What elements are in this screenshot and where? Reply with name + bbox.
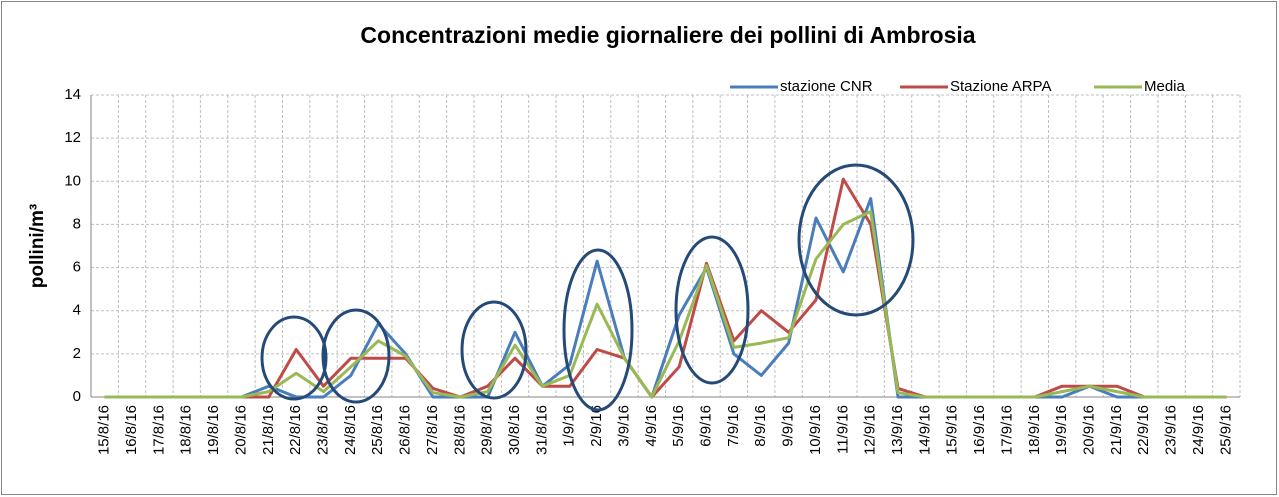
x-tick-label: 23/8/16 — [315, 405, 332, 455]
highlight-oval — [260, 315, 328, 401]
x-tick-label: 19/9/16 — [1053, 405, 1070, 455]
x-tick-label: 20/8/16 — [232, 405, 249, 455]
x-tick-label: 15/8/16 — [96, 405, 113, 455]
x-tick-label: 6/9/16 — [698, 405, 715, 447]
y-tick-label: 2 — [73, 345, 81, 362]
y-tick-label: 4 — [73, 302, 81, 319]
x-tick-label: 2/9/16 — [588, 405, 605, 447]
x-tick-label: 23/9/16 — [1163, 405, 1180, 455]
x-tick-label: 29/8/16 — [479, 405, 496, 455]
x-tick-label: 8/9/16 — [752, 405, 769, 447]
x-tick-label: 20/9/16 — [1081, 405, 1098, 455]
x-tick-label: 28/8/16 — [451, 405, 468, 455]
x-tick-label: 14/9/16 — [916, 405, 933, 455]
chart-title: Concentrazioni medie giornaliere dei pol… — [360, 22, 975, 48]
x-tick-label: 31/8/16 — [533, 405, 550, 455]
x-tick-label: 15/9/16 — [944, 405, 961, 455]
x-tick-label: 22/9/16 — [1135, 405, 1152, 455]
x-tick-label: 7/9/16 — [725, 405, 742, 447]
y-tick-label: 0 — [73, 388, 81, 405]
x-tick-label: 21/8/16 — [260, 405, 277, 455]
plot-area: 0 2 4 6 8 10 12 14 15/8/16 16/8/16 17/8/16 18/8/16 1… — [64, 78, 1241, 455]
x-tick-label: 30/8/16 — [506, 405, 523, 455]
y-axis-label: pollini/m³ — [27, 204, 48, 288]
x-tick-label: 5/9/16 — [670, 405, 687, 447]
y-tick-label: 12 — [64, 129, 81, 146]
x-tick-label: 26/8/16 — [397, 405, 414, 455]
x-tick-label: 3/9/16 — [615, 405, 632, 447]
x-tick-label: 25/8/16 — [369, 405, 386, 455]
x-tick-label: 11/9/16 — [834, 405, 851, 454]
x-tick-label: 27/8/16 — [424, 405, 441, 455]
x-tick-label: 13/9/16 — [889, 405, 906, 455]
x-tick-label: 25/9/16 — [1217, 405, 1234, 455]
x-tick-label: 24/9/16 — [1190, 405, 1207, 455]
x-tick-label: 9/9/16 — [780, 405, 797, 447]
x-tick-label: 22/8/16 — [287, 405, 304, 455]
highlight-oval — [460, 300, 528, 400]
y-tick-label: 14 — [64, 86, 81, 103]
y-tick-label: 8 — [73, 215, 81, 232]
legend-label: Media — [1144, 78, 1186, 95]
x-tick-label: 1/9/16 — [561, 405, 578, 447]
highlight-oval — [797, 163, 915, 317]
x-tick-label: 16/8/16 — [123, 405, 140, 455]
y-tick-label: 6 — [73, 259, 81, 276]
x-tick-label: 18/8/16 — [178, 405, 195, 455]
legend-label: Stazione ARPA — [950, 78, 1051, 95]
x-tick-label: 4/9/16 — [643, 405, 660, 447]
highlight-oval — [321, 308, 391, 404]
legend-label: stazione CNR — [780, 78, 873, 95]
series-line — [104, 210, 1227, 399]
y-tick-label: 10 — [64, 172, 81, 189]
x-tick-label: 18/9/16 — [1026, 405, 1043, 455]
x-tick-label: 17/9/16 — [998, 405, 1015, 455]
x-tick-label: 12/9/16 — [862, 405, 879, 455]
x-tick-label: 24/8/16 — [342, 405, 359, 455]
x-tick-label: 21/9/16 — [1108, 405, 1125, 455]
x-tick-label: 16/9/16 — [971, 405, 988, 455]
x-tick-label: 17/8/16 — [150, 405, 167, 455]
highlight-oval — [562, 248, 634, 412]
x-tick-label: 19/8/16 — [205, 405, 222, 455]
annotations — [260, 163, 915, 412]
x-tick-label: 10/9/16 — [807, 405, 824, 455]
highlight-oval — [674, 235, 750, 385]
